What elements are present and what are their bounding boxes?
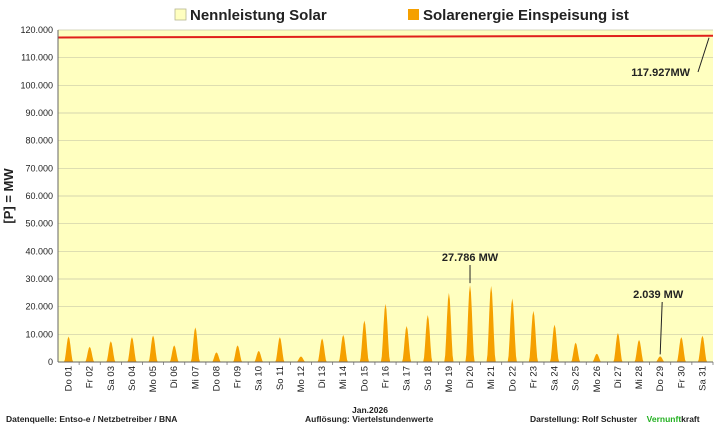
x-tick-label: So 18: [423, 366, 434, 391]
x-tick-label: Mi 28: [634, 366, 645, 389]
annotation-capacity-leader: [697, 37, 710, 73]
y-tick-label: 50.000: [25, 219, 53, 229]
x-tick-label: Sa 03: [106, 366, 117, 391]
footer-author: Darstellung: Rolf Schuster Vernunftkraft: [530, 414, 700, 424]
y-tick-label: 0: [48, 357, 53, 367]
y-tick-labels: 0 10.000 20.000 30.000 40.000 50.000 60.000 70.…: [20, 25, 53, 367]
annotation-min-leader: [659, 301, 663, 355]
x-tick-label: So 25: [571, 366, 582, 391]
x-tick-label: Mo 19: [444, 366, 455, 392]
x-tick-label: Di 13: [317, 366, 328, 388]
x-tick-label: Sa 17: [402, 366, 413, 391]
y-tick-label: 120.000: [20, 25, 53, 35]
annotation-capacity: 117.927MW: [631, 37, 710, 79]
y-tick-label: 40.000: [25, 246, 53, 256]
y-tick-label: 110.000: [21, 53, 53, 63]
x-tick-label: Fr 23: [528, 366, 539, 388]
x-tick-label: Di 20: [465, 366, 476, 388]
x-tick-label: Do 29: [655, 366, 666, 391]
footer-source: Datenquelle: Entso-e / Netzbetreiber / B…: [6, 414, 178, 424]
y-axis-label: [P] = MW: [1, 168, 16, 224]
x-tick-label: Fr 16: [381, 366, 392, 388]
x-tick-label: Fr 02: [85, 366, 96, 388]
y-tick-label: 90.000: [25, 108, 53, 118]
plot-area: [57, 29, 714, 363]
x-tick-label: Di 06: [169, 366, 180, 388]
y-tick-label: 10.000: [25, 329, 53, 339]
footer-resolution: Auflösung: Viertelstundenwerte: [305, 414, 434, 424]
footer-brand-a: Vernunft: [646, 414, 682, 424]
y-tick-label: 100.000: [20, 80, 53, 90]
annotation-max: 27.786 MW: [442, 252, 499, 284]
x-tick-label: Fr 30: [676, 366, 687, 388]
x-tick-label: Do 08: [211, 366, 222, 391]
legend: Nennleistung Solar Solarenergie Einspeis…: [174, 7, 629, 24]
y-tick-label: 70.000: [25, 163, 53, 173]
x-tick-labels: Do 01 Fr 02 Sa 03 So 04 Mo 05 Di 06 Mi 07 Do 08…: [64, 362, 714, 392]
x-tick-label: Sa 10: [254, 366, 265, 391]
x-tick-label: Fr 09: [233, 366, 244, 388]
legend-label-capacity: Nennleistung Solar: [190, 7, 327, 24]
x-tick-label: Mo 05: [148, 366, 159, 392]
x-tick-label: Mo 12: [296, 366, 307, 392]
legend-swatch-feed-in: [408, 9, 419, 20]
footer-brand-b: kraft: [681, 414, 700, 424]
y-tick-label: 20.000: [25, 302, 53, 312]
x-tick-label: Mo 26: [592, 366, 603, 392]
annotation-min: 2.039 MW: [633, 289, 684, 355]
y-tick-label: 80.000: [25, 136, 53, 146]
x-tick-label: So 11: [275, 366, 286, 390]
x-tick-label: Do 15: [359, 366, 370, 391]
y-tick-label: 30.000: [25, 274, 53, 284]
x-tick-label: Sa 31: [697, 366, 708, 391]
x-tick-label: Di 27: [613, 366, 624, 388]
x-tick-label: Mi 14: [338, 366, 349, 389]
legend-label-feed-in: Solarenergie Einspeisung ist: [423, 7, 629, 24]
x-tick-label: Mi 07: [190, 366, 201, 389]
legend-swatch-capacity: [174, 8, 187, 21]
x-tick-label: Sa 24: [550, 366, 561, 391]
annotation-min-label: 2.039 MW: [633, 289, 684, 301]
x-tick-label: Do 01: [64, 366, 75, 391]
x-tick-label: Do 22: [507, 366, 518, 391]
x-tick-label: Mi 21: [486, 366, 497, 389]
annotation-max-label: 27.786 MW: [442, 252, 499, 264]
capacity-line: [57, 34, 714, 39]
x-tick-label: So 04: [127, 366, 138, 391]
annotation-capacity-label: 117.927MW: [631, 67, 690, 79]
footer-author-text: Darstellung: Rolf Schuster: [530, 414, 638, 424]
y-tick-label: 60.000: [25, 191, 53, 201]
x-axis-label: Jan.2026: [352, 405, 388, 415]
feed-in-area: [58, 285, 713, 362]
